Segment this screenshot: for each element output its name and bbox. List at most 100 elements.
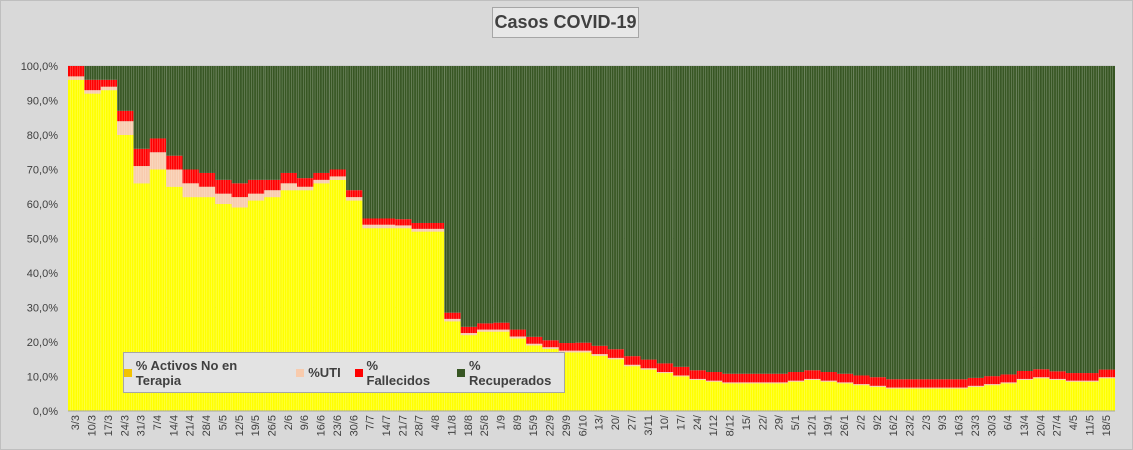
x-tick-label: 10/ — [659, 414, 671, 430]
bar-segment-recuperados — [378, 66, 396, 219]
x-tick-label: 26/1 — [839, 415, 851, 436]
bar-segment-fallecidos — [526, 336, 543, 344]
bar-segment-activos — [607, 359, 625, 411]
bar-segment-recuperados — [231, 66, 248, 184]
x-tick-label: 9/2 — [872, 415, 884, 430]
bar-segment-fallecidos — [133, 148, 150, 167]
bar-segment-fallecidos — [166, 155, 183, 170]
bar-segment-recuperados — [100, 66, 118, 80]
chart-title: Casos COVID-19 — [492, 7, 639, 38]
bar-segment-activos — [100, 90, 118, 412]
bar-segment-uti — [297, 186, 314, 191]
bar-segment-activos — [656, 373, 674, 411]
bar-segment-activos — [68, 79, 85, 412]
bar-segment-uti — [689, 378, 707, 380]
bar-segment-recuperados — [967, 66, 985, 378]
x-tick-label: 21/7 — [397, 415, 409, 436]
x-tick-label: 30/6 — [348, 415, 360, 436]
x-tick-label: 8/12 — [725, 415, 737, 436]
bar-segment-recuperados — [346, 66, 363, 191]
bar-segment-recuperados — [575, 66, 592, 343]
bar-segment-recuperados — [673, 66, 690, 367]
legend-item-recuperados: % Recuperados — [457, 358, 564, 388]
bar-segment-uti — [591, 354, 608, 356]
y-tick-label: 90,0% — [27, 96, 58, 108]
bar-segment-recuperados — [460, 66, 477, 327]
bar-segment-fallecidos — [313, 172, 330, 180]
bar-segment-uti — [476, 329, 494, 332]
bar-segment-uti — [853, 384, 870, 386]
x-tick-label: 31/3 — [136, 415, 148, 436]
bar-segment-fallecidos — [362, 218, 379, 225]
y-tick-label: 20,0% — [27, 337, 58, 349]
bar-segment-activos — [738, 383, 756, 411]
bar-segment-uti — [166, 169, 183, 187]
bar-segment-recuperados — [624, 66, 641, 357]
bar-segment-fallecidos — [673, 366, 690, 376]
bar-segment-recuperados — [166, 66, 183, 156]
bar-segment-fallecidos — [117, 110, 134, 122]
bar-segment-fallecidos — [329, 169, 347, 177]
bar-segment-recuperados — [247, 66, 265, 180]
bar-segment-fallecidos — [656, 363, 674, 373]
bar-segment-fallecidos — [149, 138, 167, 153]
x-tick-label: 14/4 — [168, 415, 180, 436]
bar-segment-uti — [771, 382, 788, 384]
x-tick-label: 4/8 — [430, 415, 442, 430]
bar-segment-uti — [493, 329, 510, 332]
x-tick-label: 16/2 — [888, 415, 900, 436]
bar-segment-activos — [804, 379, 821, 411]
bar-segment-activos — [722, 383, 739, 411]
x-tick-label: 3/3 — [70, 415, 82, 430]
bar-segment-recuperados — [853, 66, 870, 376]
bar-segment-uti — [362, 224, 379, 229]
bar-segment-fallecidos — [918, 379, 936, 388]
bar-segment-uti — [100, 86, 118, 91]
x-tick-label: 2/3 — [921, 415, 933, 430]
bar-segment-uti — [1016, 378, 1034, 380]
bar-segment-fallecidos — [1098, 369, 1115, 378]
bar-segment-recuperados — [722, 66, 739, 374]
bar-segment-activos — [1000, 383, 1017, 411]
bar-segment-uti — [509, 336, 527, 339]
bar-segment-uti — [722, 382, 739, 384]
bar-segment-fallecidos — [706, 372, 723, 381]
x-tick-label: 24/3 — [119, 415, 131, 436]
bar-segment-uti — [117, 121, 134, 135]
x-tick-label: 26/5 — [266, 415, 278, 436]
bar-segment-recuperados — [935, 66, 952, 380]
x-tick-label: 19/5 — [250, 415, 262, 436]
bar-segment-recuperados — [509, 66, 527, 330]
legend-label-uti: %UTI — [308, 365, 341, 380]
bar-segment-activos — [117, 135, 134, 411]
x-tick-label: 27/ — [626, 414, 638, 430]
bar-segment-fallecidos — [1082, 373, 1099, 381]
bar-segment-fallecidos — [542, 340, 559, 348]
x-tick-label: 13/ — [594, 414, 606, 430]
x-tick-label: 21/4 — [185, 415, 197, 436]
bar-segment-activos — [1033, 378, 1050, 411]
bar-segment-uti — [738, 382, 756, 384]
bar-segment-fallecidos — [951, 379, 968, 388]
x-tick-label: 16/6 — [316, 415, 328, 436]
bar-segment-recuperados — [476, 66, 494, 324]
bar-segment-fallecidos — [885, 379, 903, 388]
bar-segment-uti — [427, 228, 445, 232]
bar-segment-fallecidos — [215, 179, 232, 194]
bar-segment-uti — [706, 380, 723, 382]
bar-segment-activos — [918, 388, 936, 411]
bar-segment-activos — [149, 169, 167, 411]
bar-segment-recuperados — [885, 66, 903, 380]
bar-segment-uti — [787, 380, 805, 382]
x-tick-label: 11/5 — [1084, 415, 1096, 436]
bar-segment-recuperados — [133, 66, 150, 149]
bar-segment-fallecidos — [411, 222, 428, 229]
x-tick-label: 27/4 — [1052, 415, 1064, 436]
bar-segment-fallecidos — [967, 377, 985, 386]
bar-segment-fallecidos — [1000, 374, 1017, 383]
bar-segment-fallecidos — [395, 219, 412, 226]
bar-segment-recuperados — [787, 66, 805, 373]
bar-segment-uti — [182, 183, 199, 198]
bar-segment-recuperados — [607, 66, 625, 350]
bar-segment-fallecidos — [509, 329, 527, 337]
